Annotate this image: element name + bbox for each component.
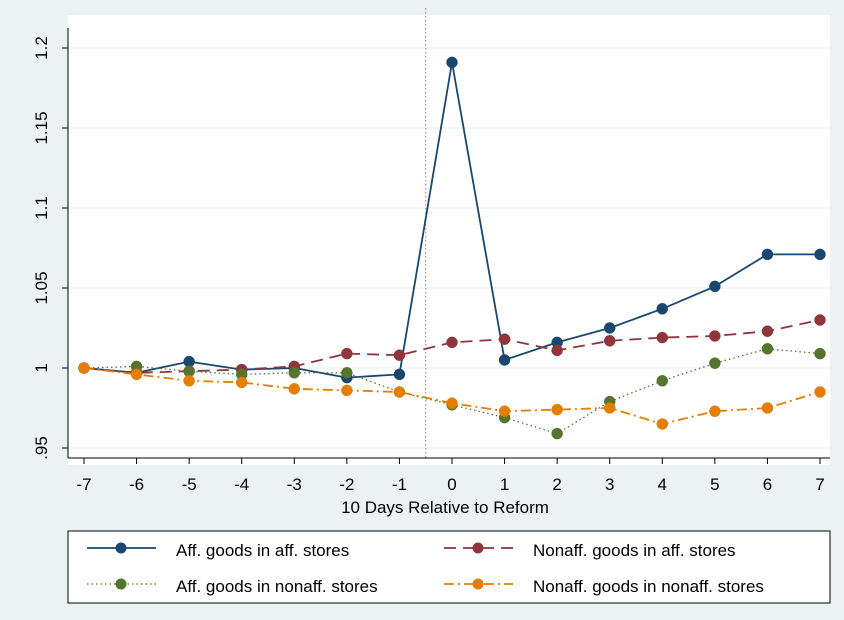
data-point bbox=[341, 384, 353, 397]
data-point bbox=[498, 354, 511, 366]
data-point bbox=[551, 427, 563, 440]
y-tick-label: 1.15 bbox=[32, 111, 51, 144]
data-point bbox=[551, 403, 563, 416]
data-point bbox=[130, 368, 143, 381]
data-point bbox=[761, 248, 774, 261]
legend-marker bbox=[115, 578, 127, 590]
legend-marker bbox=[472, 542, 484, 554]
data-point bbox=[341, 347, 353, 360]
x-tick-label: 5 bbox=[710, 475, 719, 494]
x-tick-label: 2 bbox=[552, 475, 561, 494]
data-point bbox=[709, 357, 721, 369]
data-point bbox=[498, 405, 511, 417]
x-tick-label: -7 bbox=[76, 475, 91, 494]
data-point bbox=[761, 402, 774, 414]
data-point bbox=[603, 335, 616, 347]
x-tick-label: -1 bbox=[392, 475, 407, 494]
x-tick-label: 3 bbox=[605, 475, 614, 494]
y-tick-label: .95 bbox=[32, 436, 51, 460]
data-point bbox=[656, 375, 669, 387]
data-point bbox=[341, 367, 353, 379]
legend-label: Nonaff. goods in nonaff. stores bbox=[533, 577, 764, 596]
legend-box bbox=[67, 530, 831, 604]
plot-area bbox=[68, 15, 830, 465]
data-point bbox=[814, 248, 826, 261]
data-point bbox=[393, 349, 406, 361]
data-point bbox=[446, 397, 458, 409]
data-point bbox=[393, 368, 406, 381]
x-tick-label: -4 bbox=[234, 475, 249, 494]
x-tick-label: 0 bbox=[447, 475, 456, 494]
y-tick-label: 1.1 bbox=[32, 196, 51, 220]
data-point bbox=[814, 314, 826, 326]
data-point bbox=[183, 375, 195, 387]
y-tick-label: 1.05 bbox=[32, 271, 51, 304]
data-point bbox=[709, 280, 721, 293]
data-point bbox=[78, 362, 90, 374]
x-tick-label: 1 bbox=[500, 475, 509, 494]
data-point bbox=[603, 402, 616, 414]
x-axis-title: 10 Days Relative to Reform bbox=[341, 498, 549, 517]
data-point bbox=[446, 56, 458, 69]
data-point bbox=[814, 386, 826, 398]
legend-label: Aff. goods in aff. stores bbox=[176, 541, 349, 560]
data-point bbox=[288, 383, 301, 395]
legend-label: Aff. goods in nonaff. stores bbox=[176, 577, 378, 596]
x-tick-label: 6 bbox=[763, 475, 772, 494]
data-point bbox=[235, 376, 248, 389]
data-point bbox=[709, 330, 721, 342]
series-line bbox=[83, 367, 821, 425]
x-tick-label: -5 bbox=[182, 475, 197, 494]
series-lines bbox=[78, 56, 826, 440]
legend-marker bbox=[472, 578, 484, 590]
y-tick-label: 1 bbox=[32, 363, 51, 372]
data-point bbox=[656, 303, 669, 315]
data-point bbox=[709, 405, 721, 417]
data-point bbox=[656, 331, 669, 344]
data-point bbox=[814, 347, 826, 360]
y-tick-label: 1.2 bbox=[32, 36, 51, 60]
x-tick-label: 4 bbox=[658, 475, 667, 494]
x-tick-label: -6 bbox=[129, 475, 144, 494]
data-point bbox=[446, 336, 458, 349]
grid-lines bbox=[68, 47, 830, 449]
x-tick-label: 7 bbox=[815, 475, 824, 494]
data-point bbox=[761, 325, 774, 337]
legend-label: Nonaff. goods in aff. stores bbox=[533, 541, 736, 560]
tick-labels: .95 1 1.05 1.1 1.15 1.2 -7 -6 -5 -4 -3 -2 -1 0 1 2 3 4 5 6 7 bbox=[32, 36, 825, 494]
data-point bbox=[603, 322, 616, 334]
data-point bbox=[656, 418, 669, 430]
data-point bbox=[551, 344, 563, 357]
data-point bbox=[761, 343, 774, 355]
x-tick-label: -3 bbox=[287, 475, 302, 494]
x-tick-label: -2 bbox=[339, 475, 354, 494]
series-line bbox=[83, 348, 821, 435]
data-point bbox=[393, 386, 406, 398]
axes bbox=[67, 28, 830, 459]
data-point bbox=[498, 333, 511, 345]
legend-marker bbox=[115, 542, 127, 554]
legend: Aff. goods in aff. stores Nonaff. goods i… bbox=[67, 530, 831, 604]
data-point bbox=[288, 367, 301, 379]
